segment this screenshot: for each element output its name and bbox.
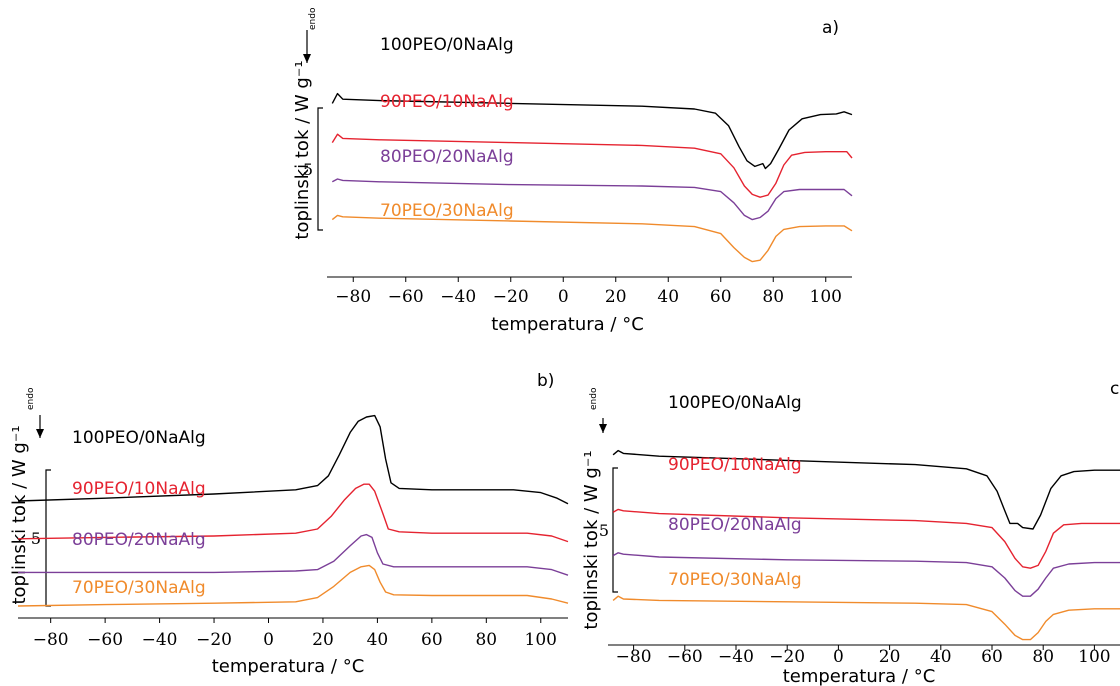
x-axis-label: temperatura / °C [212,656,365,677]
x-tick-label: 20 [605,287,627,307]
series-line-3 [612,595,1120,641]
x-tick-label: 60 [421,630,443,650]
series-line-0 [331,92,853,170]
series-line-3 [17,564,569,607]
panel-0: −80 −60 −40 −20 0 20 40 60 80 100 temperatura / °C… [292,7,853,335]
series-label-0: 100PEO/0NaAlg [72,428,206,448]
series-line-3 [331,214,853,263]
series-label-1: 90PEO/10NaAlg [668,455,802,475]
endo-label: endo [26,387,36,410]
x-tick-label: 0 [833,647,844,667]
x-tick-label: 0 [263,630,274,650]
series-label-2: 80PEO/20NaAlg [72,530,206,550]
series-label-3: 70PEO/30NaAlg [380,201,514,221]
x-tick-label: 80 [475,630,497,650]
panel-label: b) [537,371,554,391]
y-axis-label: toplinski tok / W g⁻¹ [292,60,313,239]
x-tick-label: −60 [388,287,424,307]
endo-label: endo [308,7,318,30]
x-axis-label: temperatura / °C [783,666,936,686]
x-tick-label: −80 [616,647,652,667]
x-axis-label: temperatura / °C [491,314,644,335]
x-tick-label: 40 [367,630,389,650]
panel-label: a) [822,18,839,38]
x-tick-label: 80 [762,287,784,307]
x-tick-label: 60 [981,647,1003,667]
series-label-1: 90PEO/10NaAlg [380,92,514,112]
x-tick-label: −80 [33,630,69,650]
scale-bar-label: 5 [303,160,313,179]
endo-arrow-head-icon [36,429,44,438]
series-line-1 [612,508,1120,569]
series-label-2: 80PEO/20NaAlg [380,147,514,167]
x-tick-label: −40 [440,287,476,307]
x-tick-label: 20 [879,647,901,667]
x-tick-label: 0 [558,287,569,307]
series-label-2: 80PEO/20NaAlg [668,515,802,535]
panel-2: −80 −60 −40 −20 0 20 40 60 80 100 temperatura / °C… [581,379,1120,686]
scale-bar-label: 5 [599,521,609,540]
y-axis-label: toplinski tok / W g⁻¹ [9,425,30,604]
x-tick-label: −40 [718,647,754,667]
series-line-1 [17,483,569,543]
panel-1: −80 −60 −40 −20 0 20 40 60 80 100 temperatura / °C… [9,371,569,677]
x-tick-label: 100 [1078,647,1110,667]
series-label-3: 70PEO/30NaAlg [72,578,206,598]
x-tick-label: −20 [493,287,529,307]
x-tick-label: −80 [335,287,371,307]
x-tick-label: −20 [196,630,232,650]
x-tick-label: −60 [667,647,703,667]
series-label-3: 70PEO/30NaAlg [668,570,802,590]
series-label-0: 100PEO/0NaAlg [380,35,514,55]
series-line-0 [17,414,569,505]
x-tick-label: −20 [769,647,805,667]
x-tick-label: 60 [710,287,732,307]
scale-bar [612,467,618,593]
x-tick-label: −60 [87,630,123,650]
x-tick-label: 100 [810,287,842,307]
x-tick-label: 20 [312,630,334,650]
x-tick-label: 40 [657,287,679,307]
panel-label: c) [1110,379,1120,399]
x-tick-label: −40 [142,630,178,650]
series-label-0: 100PEO/0NaAlg [668,393,802,413]
series-line-2 [18,533,569,576]
series-label-1: 90PEO/10NaAlg [72,479,206,499]
endo-label: endo [589,387,599,410]
y-axis-label: toplinski tok / W g⁻¹ [581,450,602,629]
series-line-2 [331,178,853,221]
x-tick-label: 80 [1032,647,1054,667]
scale-bar [317,107,323,231]
series-line-2 [612,552,1120,597]
series-line-1 [331,133,853,198]
endo-arrow-head-icon [303,54,311,63]
endo-arrow-head-icon [599,424,607,433]
x-tick-label: 100 [525,630,557,650]
series-line-0 [612,449,1120,530]
x-tick-label: 40 [930,647,952,667]
